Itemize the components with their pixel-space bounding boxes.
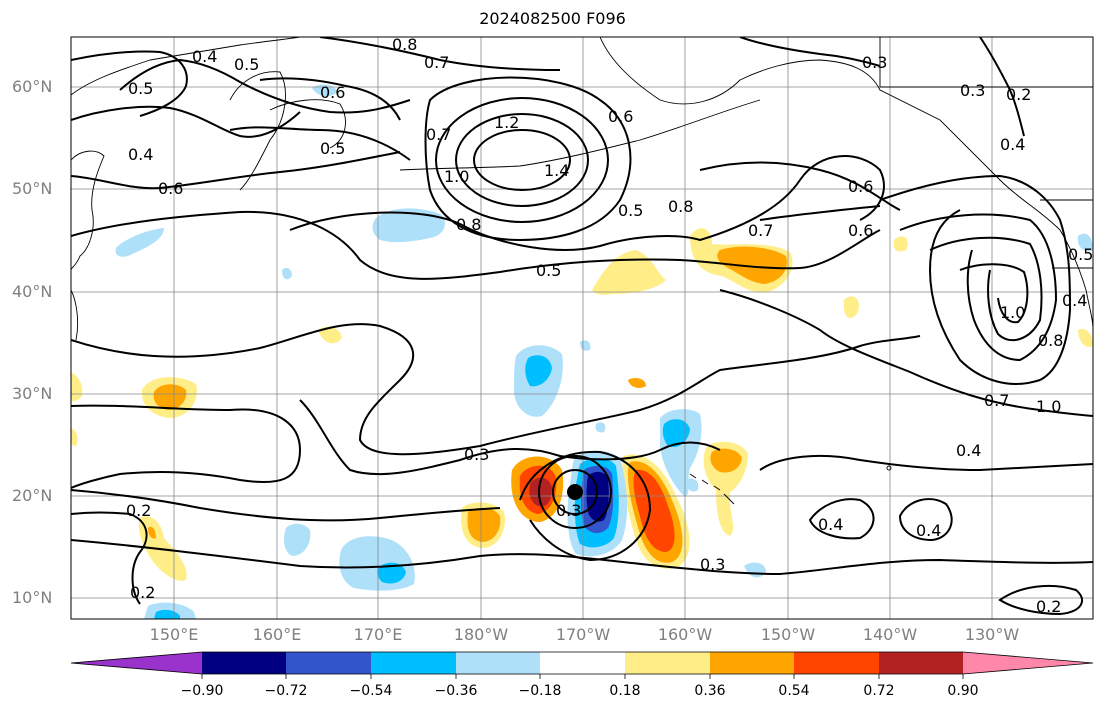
colorbar-tick-label: −0.90 bbox=[180, 683, 224, 699]
colorbar-tick-label: 0.18 bbox=[609, 683, 641, 699]
lon-label: 160°W bbox=[657, 625, 713, 644]
colorbar-tick-label: 0.90 bbox=[947, 683, 979, 699]
contour-label: 0.7 bbox=[426, 125, 451, 144]
colorbar-tick-label: −0.72 bbox=[264, 683, 308, 699]
lat-label: 40°N bbox=[12, 282, 53, 301]
colorbar-swatch bbox=[71, 652, 202, 674]
contour-label: 0.8 bbox=[1038, 331, 1063, 350]
colorbar-swatch bbox=[879, 652, 963, 674]
lat-label: 10°N bbox=[12, 588, 53, 607]
contour-label: 0.5 bbox=[536, 261, 561, 280]
colorbar-swatch bbox=[286, 652, 371, 674]
contour-label: 0.4 bbox=[956, 441, 981, 460]
contour-label: 0.6 bbox=[158, 179, 183, 198]
lat-label: 60°N bbox=[12, 77, 53, 96]
lat-label: 20°N bbox=[12, 486, 53, 505]
lon-label: 130°W bbox=[964, 625, 1020, 644]
contour-label: 0.5 bbox=[234, 55, 259, 74]
lon-label: 180°W bbox=[453, 625, 509, 644]
cyclone-center-marker bbox=[567, 484, 583, 500]
colorbar-tick-label: 0.54 bbox=[778, 683, 810, 699]
contour-label: 1.0 bbox=[1036, 397, 1061, 416]
contour-label: 0.3 bbox=[862, 53, 887, 72]
contour-label: 0.5 bbox=[128, 79, 153, 98]
colorbar bbox=[70, 651, 1094, 679]
colorbar-swatch bbox=[963, 652, 1093, 674]
lon-label: 170°E bbox=[353, 625, 403, 644]
colorbar-swatch bbox=[710, 652, 794, 674]
contour-label: 0.4 bbox=[192, 47, 217, 66]
map-frame bbox=[70, 36, 1094, 620]
lon-label: 140°W bbox=[862, 625, 918, 644]
colorbar-tick-label: −0.18 bbox=[518, 683, 562, 699]
lon-label: 160°E bbox=[252, 625, 302, 644]
contour-label: 0.3 bbox=[464, 445, 489, 464]
contour-lines bbox=[71, 37, 1093, 616]
lon-label: 150°E bbox=[149, 625, 199, 644]
colorbar-swatch bbox=[794, 652, 879, 674]
contour-label: 0.6 bbox=[608, 107, 633, 126]
contour-label: 0.8 bbox=[392, 35, 417, 54]
lon-label: 150°W bbox=[760, 625, 816, 644]
contour-label: 0.7 bbox=[984, 391, 1009, 410]
coastlines bbox=[71, 37, 1093, 505]
contour-label: 1.4 bbox=[544, 161, 569, 180]
contour-label: 0.3 bbox=[556, 501, 581, 520]
lat-label: 50°N bbox=[12, 179, 53, 198]
colorbar-tick-label: −0.36 bbox=[434, 683, 478, 699]
contour-label: 0.4 bbox=[818, 515, 843, 534]
colorbar-swatch bbox=[202, 652, 286, 674]
contour-label: 0.7 bbox=[424, 53, 449, 72]
contour-label: 0.4 bbox=[1000, 135, 1025, 154]
colorbar-swatch bbox=[456, 652, 540, 674]
contour-label: 0.4 bbox=[916, 521, 941, 540]
contour-label: 0.8 bbox=[668, 197, 693, 216]
contour-label: 0.6 bbox=[320, 83, 345, 102]
contour-label: 1.0 bbox=[1000, 303, 1025, 322]
contour-label: 0.3 bbox=[700, 555, 725, 574]
chart-title: 2024082500 F096 bbox=[479, 9, 626, 28]
colorbar-swatch bbox=[540, 652, 625, 674]
colorbar-tick-label: −0.54 bbox=[349, 683, 393, 699]
contour-label: 0.2 bbox=[1036, 597, 1061, 616]
contour-label: 0.2 bbox=[1006, 85, 1031, 104]
contour-label: 0.3 bbox=[960, 81, 985, 100]
contour-label: 0.2 bbox=[130, 583, 155, 602]
contour-label: 0.7 bbox=[748, 221, 773, 240]
contour-label: 1.0 bbox=[444, 167, 469, 186]
contour-label: 0.5 bbox=[618, 201, 643, 220]
colorbar-tick-label: 0.36 bbox=[694, 683, 726, 699]
colorbar-swatch bbox=[371, 652, 456, 674]
contour-label: 0.5 bbox=[1068, 245, 1093, 264]
lon-label: 170°W bbox=[555, 625, 611, 644]
contour-label: 0.4 bbox=[1062, 291, 1087, 310]
lat-label: 30°N bbox=[12, 384, 53, 403]
contour-label: 0.6 bbox=[848, 177, 873, 196]
contour-label: 1.2 bbox=[494, 113, 519, 132]
contour-label: 0.2 bbox=[126, 501, 151, 520]
colorbar-swatch bbox=[625, 652, 710, 674]
colorbar-tick-label: 0.72 bbox=[863, 683, 895, 699]
contour-label-group: 0.4 0.5 0.8 0.7 0.5 0.6 0.5 0.4 0.6 0.7 … bbox=[126, 35, 1093, 616]
contour-label: 0.5 bbox=[320, 139, 345, 158]
contour-label: 0.6 bbox=[848, 221, 873, 240]
shaded-fields bbox=[71, 84, 1093, 619]
contour-label: 0.8 bbox=[456, 215, 481, 234]
contour-label: 0.4 bbox=[128, 145, 153, 164]
